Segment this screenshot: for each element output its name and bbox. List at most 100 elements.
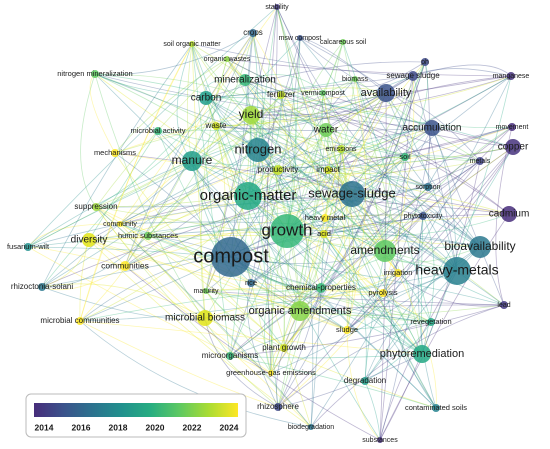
node-label: waste <box>205 121 227 130</box>
edge <box>379 213 510 441</box>
edge <box>379 215 424 441</box>
edge <box>340 148 355 331</box>
node-label: water <box>313 125 339 136</box>
edge <box>230 214 424 258</box>
node-label: soil organic matter <box>163 41 221 48</box>
edge <box>119 129 327 225</box>
edge <box>205 290 384 298</box>
edge <box>247 75 512 197</box>
edge <box>299 129 330 312</box>
legend-tick-label: 2014 <box>35 422 54 432</box>
edge <box>124 32 254 267</box>
node <box>476 157 484 165</box>
edge <box>257 37 301 151</box>
edge <box>299 169 329 312</box>
edge <box>41 283 206 319</box>
edge <box>204 272 399 319</box>
node-label: bioavailability <box>444 239 515 253</box>
edge <box>88 169 279 241</box>
edge <box>417 215 437 409</box>
node-label: revegetation <box>410 317 451 326</box>
edge <box>286 213 510 237</box>
edge <box>88 239 312 428</box>
edge <box>320 272 399 290</box>
node <box>91 70 99 78</box>
edge <box>229 270 458 357</box>
node-label: sewage sludge <box>386 71 440 80</box>
edge <box>226 58 324 94</box>
edge <box>147 32 254 237</box>
edge <box>250 215 424 284</box>
edge <box>346 146 514 331</box>
node <box>500 301 508 309</box>
edge <box>384 250 437 409</box>
edge <box>88 239 348 331</box>
node <box>424 120 440 136</box>
edge <box>247 41 344 197</box>
edge <box>320 61 426 289</box>
edge <box>94 73 326 219</box>
node <box>197 310 213 326</box>
edge <box>322 92 514 148</box>
edge <box>277 321 432 408</box>
edge <box>95 114 252 208</box>
node-label: sludge <box>336 325 358 334</box>
edge <box>283 75 414 349</box>
edge <box>79 287 322 322</box>
edge <box>384 126 513 252</box>
edge <box>215 125 433 132</box>
edge <box>270 61 426 374</box>
edge <box>205 97 301 312</box>
node <box>274 4 280 10</box>
node <box>424 183 432 191</box>
node <box>203 288 209 294</box>
edge <box>421 75 512 355</box>
edge <box>323 186 429 235</box>
edge <box>325 75 512 131</box>
edge <box>276 6 437 409</box>
edge <box>250 114 505 306</box>
edge <box>299 160 481 312</box>
edge <box>320 148 348 289</box>
edge <box>27 193 353 248</box>
edge <box>191 92 387 162</box>
edge <box>147 94 282 237</box>
edge <box>205 289 432 323</box>
edge <box>204 304 505 319</box>
edge <box>119 223 348 331</box>
edge <box>27 160 193 248</box>
edge <box>244 79 386 252</box>
edge <box>95 186 429 208</box>
edge <box>41 43 193 288</box>
edge <box>94 73 327 131</box>
node <box>374 240 396 262</box>
edge <box>119 126 513 225</box>
edge <box>205 97 514 148</box>
edge <box>119 126 513 225</box>
edge <box>346 321 432 331</box>
edge <box>324 214 424 219</box>
node <box>419 212 427 220</box>
node-label: ph <box>421 59 429 66</box>
edge <box>119 223 423 355</box>
edge <box>89 73 116 154</box>
edge <box>276 6 297 232</box>
edge <box>205 78 356 99</box>
edge <box>191 43 327 131</box>
node <box>352 76 358 82</box>
node-label: biomass <box>342 76 369 83</box>
edge <box>250 114 301 312</box>
edge <box>205 97 353 195</box>
node-label: crops <box>243 28 263 37</box>
node-label: rice <box>245 278 257 287</box>
node-label: nitrogen mineralization <box>57 69 132 78</box>
node <box>319 123 333 137</box>
edge <box>41 149 259 288</box>
edge <box>79 270 458 322</box>
node <box>280 344 288 352</box>
edge <box>323 233 423 355</box>
edge <box>431 127 458 272</box>
edge <box>277 160 481 175</box>
edge <box>280 94 314 428</box>
node-label: communities <box>101 260 149 270</box>
